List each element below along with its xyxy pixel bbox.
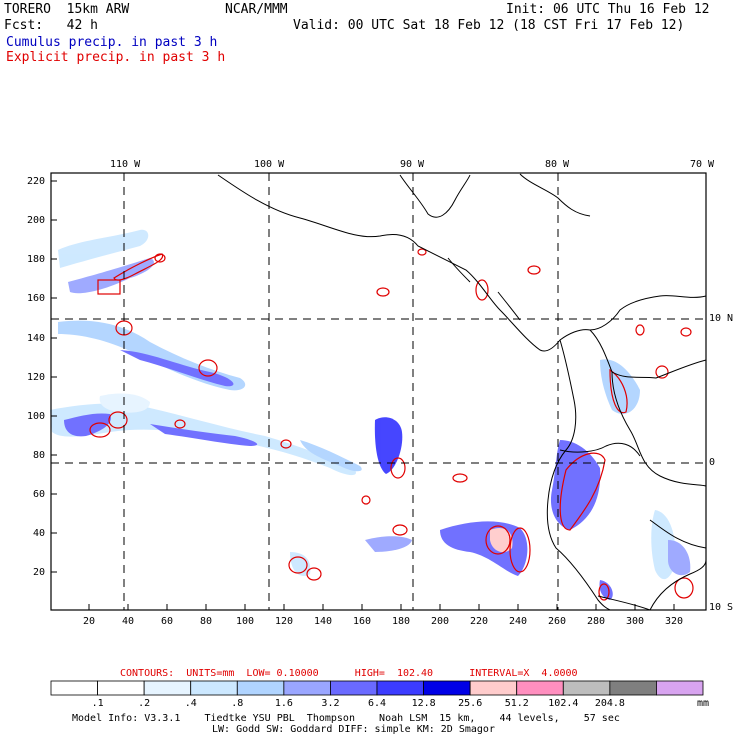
- x-tick: 240: [509, 616, 528, 627]
- axis-ticks: [51, 180, 675, 610]
- y-tick: 80: [33, 450, 46, 461]
- forecast-hour: Fcst: 42 h: [4, 18, 98, 33]
- valid-time: Valid: 00 UTC Sat 18 Feb 12 (18 CST Fri …: [293, 18, 685, 33]
- lon-label-110w: 110 W: [110, 159, 141, 170]
- x-tick: 280: [587, 616, 606, 627]
- legend-label: 6.4: [368, 698, 387, 709]
- explicit-precip-contours: [89, 248, 694, 601]
- y-tick: 60: [33, 489, 46, 500]
- lat-label-0: 0: [709, 457, 716, 468]
- init-time: Init: 06 UTC Thu 16 Feb 12: [506, 2, 710, 17]
- x-tick: 180: [392, 616, 411, 627]
- legend-label: .4: [184, 698, 197, 709]
- legend-label: .8: [231, 698, 244, 709]
- x-tick: 100: [236, 616, 255, 627]
- y-tick: 120: [27, 372, 46, 383]
- contour-info: CONTOURS: UNITS=mm LOW= 0.10000 HIGH= 10…: [120, 668, 578, 679]
- explicit-precip-label: Explicit precip. in past 3 h: [6, 50, 226, 65]
- legend-label: .2: [138, 698, 151, 709]
- lat-label-10s: 10 S: [709, 602, 734, 613]
- x-tick: 140: [314, 616, 333, 627]
- x-tick: 40: [122, 616, 135, 627]
- legend-label: 51.2: [504, 698, 529, 709]
- model-info: Model Info: V3.3.1 Tiedtke YSU PBL Thomp…: [72, 713, 620, 724]
- x-tick: 80: [200, 616, 213, 627]
- legend-label: 204.8: [594, 698, 625, 709]
- x-tick: 160: [353, 616, 372, 627]
- lon-label-90w: 90 W: [400, 159, 425, 170]
- lon-label-80w: 80 W: [545, 159, 570, 170]
- lon-label-100w: 100 W: [254, 159, 285, 170]
- legend-label: 1.6: [274, 698, 293, 709]
- map-frame: [50, 172, 707, 611]
- x-tick: 120: [275, 616, 294, 627]
- y-tick: 140: [27, 333, 46, 344]
- lon-label-70w: 70 W: [690, 159, 715, 170]
- legend-unit: mm: [697, 698, 710, 709]
- y-tick: 200: [27, 215, 46, 226]
- x-tick: 20: [83, 616, 96, 627]
- x-tick: 60: [161, 616, 174, 627]
- legend-label: 12.8: [411, 698, 436, 709]
- y-tick: 180: [27, 254, 46, 265]
- x-tick: 200: [431, 616, 450, 627]
- legend-label: 102.4: [548, 698, 579, 709]
- legend-label: .1: [91, 698, 104, 709]
- organization-label: NCAR/MMM: [225, 2, 288, 17]
- coastlines: [217, 173, 707, 611]
- y-tick: 20: [33, 567, 46, 578]
- model-physics: LW: Godd SW: Goddard DIFF: simple KM: 2D…: [212, 724, 495, 735]
- lat-label-10n: 10 N: [709, 313, 734, 324]
- x-tick: 300: [626, 616, 645, 627]
- lat-lon-grid: [51, 173, 706, 610]
- x-tick: 260: [548, 616, 567, 627]
- y-tick: 220: [27, 176, 46, 187]
- model-title: TORERO 15km ARW: [4, 2, 130, 17]
- y-tick: 40: [33, 528, 46, 539]
- y-tick: 160: [27, 293, 46, 304]
- y-tick: 100: [27, 411, 46, 422]
- x-tick: 320: [665, 616, 684, 627]
- precip-shading: [50, 229, 691, 600]
- cumulus-precip-label: Cumulus precip. in past 3 h: [6, 35, 218, 50]
- legend-label: 3.2: [321, 698, 340, 709]
- legend-label: 25.6: [458, 698, 483, 709]
- x-tick: 220: [470, 616, 489, 627]
